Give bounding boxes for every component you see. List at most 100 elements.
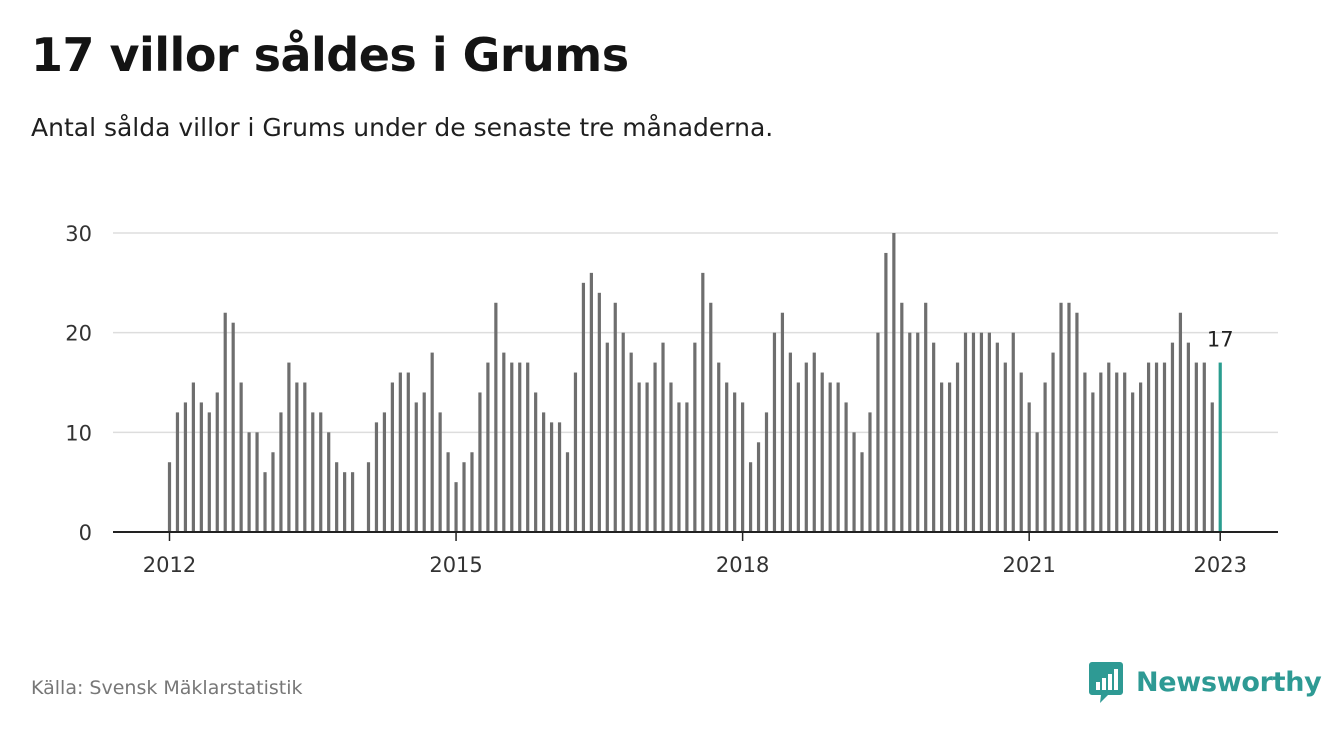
bar [748,462,753,532]
y-tick-label: 20 [65,322,92,346]
y-tick-label: 30 [65,222,92,246]
bar [1123,372,1127,532]
bar [542,412,546,532]
bar [1146,362,1151,532]
bar [661,342,665,532]
bar [868,412,872,532]
bar [924,302,928,532]
bar [335,462,339,532]
bar [892,233,896,532]
bar [955,362,960,532]
bar [1099,372,1103,532]
bar [884,252,888,532]
x-tick-label: 2018 [716,553,769,577]
bar [987,332,991,532]
bar [398,372,402,532]
bar [860,452,864,532]
chart-title: 17 villor såldes i Grums [31,28,629,82]
bar [581,282,586,532]
x-tick-label: 2021 [1002,553,1055,577]
bar [653,362,657,532]
bar-chart: 0 10 20 30 2012 2015 2018 2021 2023 17 [65,222,1278,577]
bar [1011,332,1015,532]
bar [526,362,530,532]
bar [900,302,904,532]
bar [1115,372,1119,532]
bar [390,382,394,532]
bar [804,362,808,532]
bar [613,302,617,532]
bar [486,362,490,532]
bar [557,422,562,532]
bar [518,362,522,532]
bar [374,422,379,532]
bar [717,362,721,532]
bar [422,392,426,532]
bar [741,402,745,532]
bar [995,342,999,532]
bar [685,402,689,532]
bar [1162,362,1167,532]
bar [287,362,291,532]
bar [828,382,832,532]
bar [1194,362,1198,532]
bar [327,432,331,532]
bar [669,382,673,532]
bar [534,392,538,532]
bar [844,402,848,532]
bar [167,462,172,532]
bar [788,352,792,532]
bar [963,332,968,532]
bar [971,332,976,532]
bar [940,382,944,532]
bar [932,342,936,532]
bar [621,332,625,532]
bar [1075,312,1079,532]
bar [311,412,315,532]
x-tick-label: 2015 [429,553,482,577]
bar [382,412,387,532]
bar [733,392,737,532]
bar [1051,352,1055,532]
bar [979,332,984,532]
bar [597,292,601,532]
bar [279,412,283,532]
bar [645,382,649,532]
bar [589,272,593,532]
bar [462,462,466,532]
x-tick-label: 2012 [143,553,196,577]
bar [1059,302,1063,532]
bar [343,472,347,532]
bar [1003,362,1007,532]
bar [852,432,856,532]
bar [247,432,251,532]
bar [820,372,824,532]
chart-subtitle: Antal sålda villor i Grums under de sena… [31,113,774,142]
bar [478,392,482,532]
newsworthy-logo-icon [1089,662,1123,703]
bar [573,372,578,532]
bar [191,382,195,532]
bar [549,422,554,532]
bar [1170,342,1175,532]
bar [438,412,442,532]
highlight-value-label: 17 [1207,328,1234,352]
bar [637,382,641,532]
bar [494,302,498,532]
bar [947,382,952,532]
bar [223,312,227,532]
bar [876,332,880,532]
bar [605,342,609,532]
bar [916,332,920,532]
bar [454,482,458,532]
bar [1043,382,1047,532]
bar [1154,362,1159,532]
bar [303,382,307,532]
bar [271,452,275,532]
bar [796,382,800,532]
bar [1178,312,1183,532]
bar [812,352,816,532]
bar [1139,382,1143,532]
y-tick-label: 0 [79,521,92,545]
bar [199,402,203,532]
